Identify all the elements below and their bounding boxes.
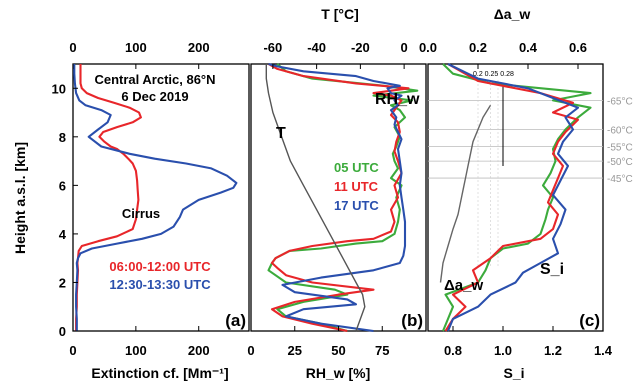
panel-a-frame [72, 63, 250, 332]
top-axis-label-b: T [°C] [321, 6, 358, 22]
series-line-b-t [265, 64, 366, 332]
legend-a-red: 06:00-12:00 UTC [109, 259, 211, 274]
legend-b-17: 17 UTC [334, 198, 379, 213]
x-axis-label-c: S_i [503, 365, 524, 381]
legend-a-blue: 12:30-13:30 UTC [109, 277, 211, 292]
legend-b-11: 11 UTC [334, 179, 379, 194]
si-label: S_i [540, 261, 564, 278]
y-axis-label: Height a.s.l. [km] [12, 142, 28, 254]
y-tick-label: 0 [59, 324, 66, 339]
temperature-level-label: -55°C [607, 143, 633, 154]
series-line-b-17-utc [268, 62, 407, 333]
x-tick-label-c: 1.4 [594, 343, 613, 358]
x-tick-label-b: 50 [331, 343, 345, 358]
x-tick-label-a: 100 [125, 343, 147, 358]
y-tick-label: 10 [52, 81, 66, 96]
x-tick-label-c: 0.8 [444, 343, 462, 358]
series-line-c-17-utc [447, 63, 580, 332]
top-tick-label-b: -60 [263, 40, 282, 55]
top-tick-label-c: 0.6 [569, 40, 587, 55]
series-line-c-11-utc [444, 63, 580, 332]
panel-label-c: (c) [579, 311, 600, 330]
y-tick-label: 4 [59, 227, 67, 242]
top-tick-label-b: -40 [307, 40, 326, 55]
panel-label-a: (a) [225, 311, 246, 330]
series-line-c-05-utc [442, 63, 592, 332]
y-tick-label: 2 [59, 275, 66, 290]
t-label: T [276, 125, 286, 142]
top-tick-label-a: 100 [125, 40, 147, 55]
x-tick-label-b: 75 [375, 343, 389, 358]
y-tick-label: 8 [59, 130, 66, 145]
legend-b-05: 05 UTC [334, 160, 379, 175]
daw-label: Δa_w [444, 277, 483, 294]
panel-c-frame [427, 63, 604, 332]
date-label: 6 Dec 2019 [121, 89, 188, 104]
top-axis-label-c: Δa_w [494, 6, 531, 22]
series-line-a-12-30-13-30-utc [73, 64, 238, 331]
temperature-level-label: -45°C [607, 174, 633, 185]
x-axis-label-b: RH_w [%] [306, 365, 371, 381]
temperature-level-label: -65°C [607, 96, 633, 107]
x-axis-label-a: Extinction cf. [Mm⁻¹] [91, 365, 228, 381]
top-tick-label-a: 200 [188, 40, 210, 55]
rhw-label: RH_w [375, 91, 420, 108]
series-line-c--a-w [439, 104, 492, 283]
temperature-level-label: -50°C [607, 157, 633, 168]
temperature-level-label: -60°C [607, 126, 633, 137]
x-tick-label-a: 0 [69, 343, 76, 358]
top-tick-label-b: 0 [401, 40, 408, 55]
top-tick-label-b: -20 [351, 40, 370, 55]
y-tick-label: 6 [59, 178, 66, 193]
panel-label-b: (b) [401, 311, 423, 330]
series-line-b-05-utc [267, 63, 419, 333]
top-tick-label-c: 0.4 [519, 40, 538, 55]
site-label: Central Arctic, 86°N [94, 72, 215, 87]
x-tick-label-c: 1.2 [544, 343, 562, 358]
series-line-b-11-utc [267, 63, 410, 333]
top-tick-label-a: 0 [69, 40, 76, 55]
x-tick-label-c: 1.0 [494, 343, 512, 358]
top-tick-label-c: 0.2 [469, 40, 487, 55]
x-tick-label-a: 200 [188, 343, 210, 358]
x-tick-label-b: 25 [288, 343, 302, 358]
cirrus-label: Cirrus [122, 206, 160, 221]
x-tick-label-b: 0 [247, 343, 254, 358]
daw-reference-label: 0.2 0.25 0.28 [473, 71, 514, 78]
top-tick-label-c: 0.0 [419, 40, 437, 55]
